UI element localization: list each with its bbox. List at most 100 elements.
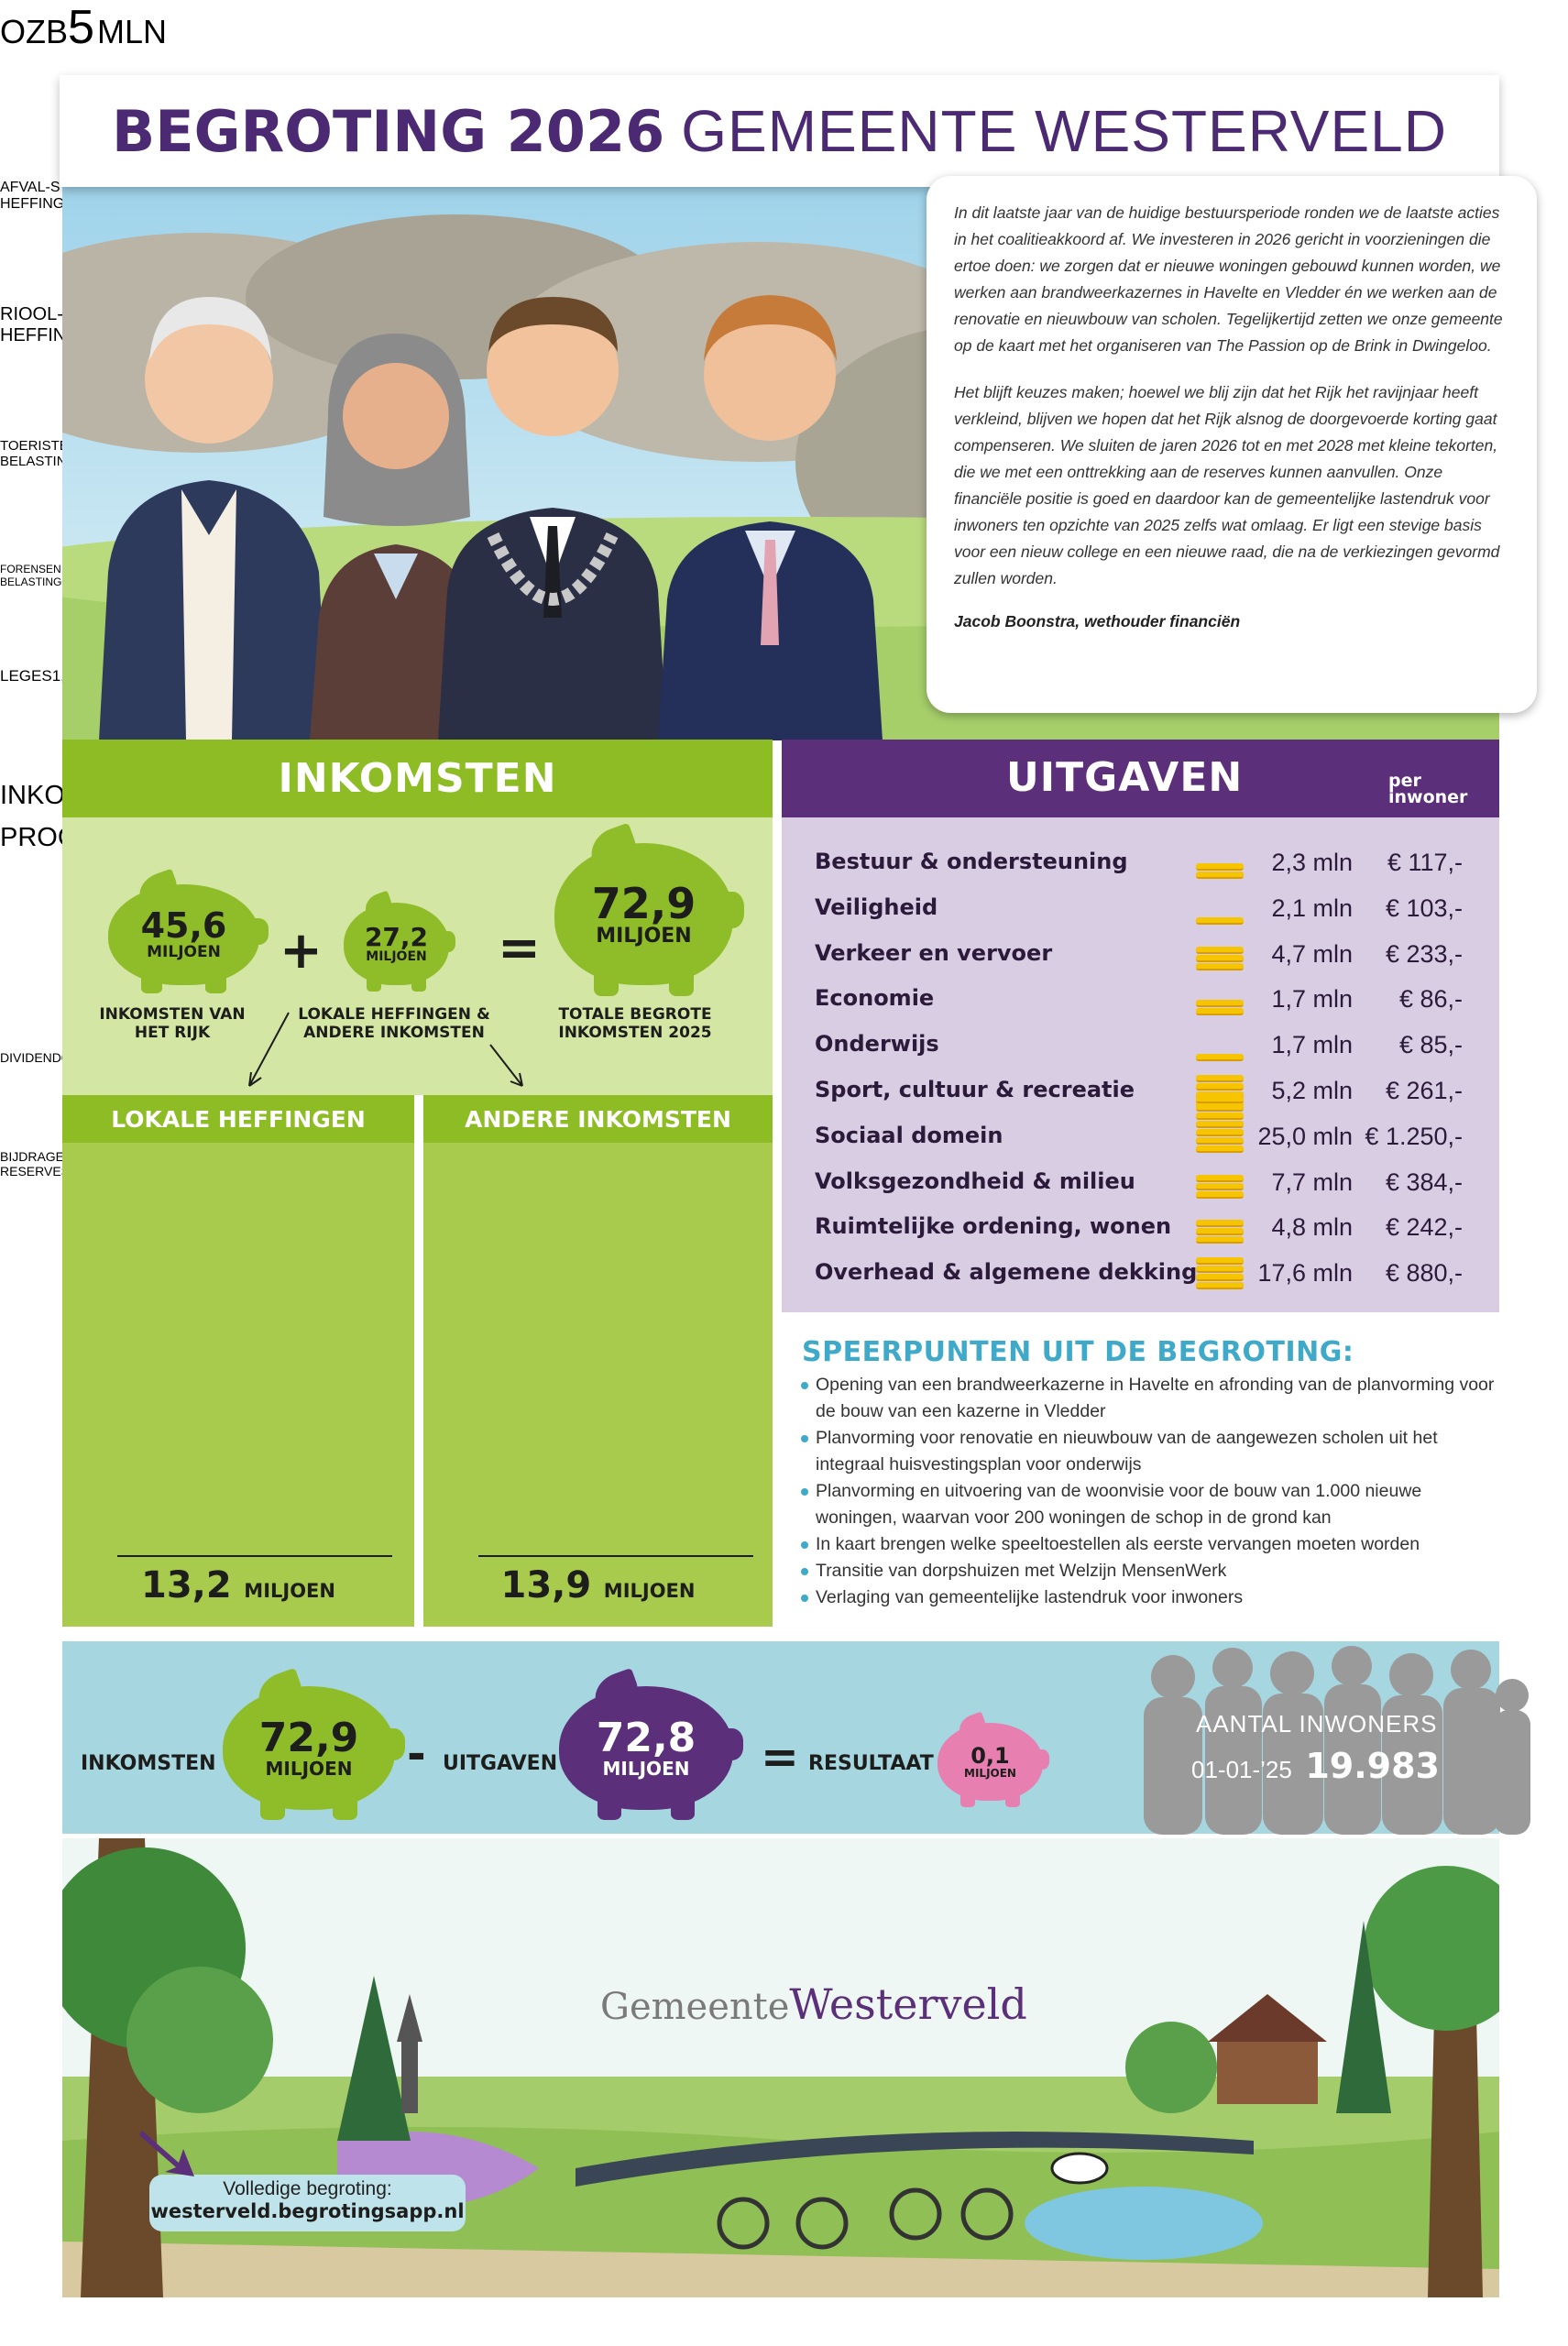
link-url[interactable]: westerveld.begrotingsapp.nl xyxy=(150,2200,465,2222)
resultaat-inkomsten-label: INKOMSTEN xyxy=(81,1752,216,1775)
header-bar: BEGROTING 2026 GEMEENTE WESTERVELD xyxy=(60,75,1499,187)
coin-layer xyxy=(1196,1236,1244,1244)
coin-layer xyxy=(1196,863,1244,871)
speerpunt: Verlaging van gemeentelijke lastendruk v… xyxy=(799,1584,1497,1611)
lokaal-label: LOKALE HEFFINGEN & ANDERE INKOMSTEN xyxy=(298,1005,490,1042)
speerpunt: Opening van een brandweerkazerne in Have… xyxy=(799,1372,1497,1425)
coin-layer xyxy=(1196,1257,1244,1266)
uitgaven-row: Sociaal domein 25,0 mln € 1.250,- xyxy=(782,1095,1499,1158)
row-per-inwoner: € 242,- xyxy=(1385,1213,1463,1242)
title-light: GEMEENTE WESTERVELD xyxy=(681,98,1447,164)
intro-card: In dit laatste jaar van de huidige bestu… xyxy=(927,176,1537,713)
uitgaven-row: Bestuur & ondersteuning 2,3 mln € 117,- xyxy=(782,839,1499,884)
resultaat-unit: MILJOEN xyxy=(964,1766,1016,1780)
coin-name: FORENSEN BELASTING xyxy=(0,563,62,588)
coin-stack xyxy=(1196,1095,1244,1153)
coin-layer xyxy=(1196,1128,1244,1136)
coin-layer xyxy=(1196,1095,1244,1103)
coin-stack xyxy=(1196,916,1244,925)
row-amount: 2,3 mln xyxy=(1271,849,1353,876)
uitgaven-row: Veiligheid 2,1 mln € 103,- xyxy=(782,885,1499,930)
row-name: Sport, cultuur & recreatie xyxy=(815,1077,1135,1102)
coin-name: DIVIDEND xyxy=(0,1050,61,1065)
row-amount: 17,6 mln xyxy=(1257,1259,1353,1288)
coin-value: 5 xyxy=(68,1,95,54)
uitgaven-row: Onderwijs 1,7 mln € 85,- xyxy=(782,1022,1499,1067)
lokale-header: LOKALE HEFFINGEN xyxy=(62,1095,414,1143)
uitgaven-header: UITGAVEN per inwoner xyxy=(782,740,1499,817)
row-amount: 1,7 mln xyxy=(1271,1031,1353,1059)
rijk-label: INKOMSTEN VAN HET RIJK xyxy=(99,1005,246,1042)
row-name: Onderwijs xyxy=(815,1031,939,1058)
andere-panel xyxy=(423,1095,773,1627)
resultaat-inkomsten-unit: MILJOEN xyxy=(265,1758,353,1781)
speerpunten-list: Opening van een brandweerkazerne in Have… xyxy=(799,1372,1497,1611)
lokale-total: 13,2 MILJOEN xyxy=(62,1564,414,1606)
total-rule xyxy=(478,1555,753,1557)
totaal-value: 72,9 xyxy=(591,878,696,928)
coin-layer xyxy=(1196,1008,1244,1016)
intro-paragraph: In dit laatste jaar van de huidige bestu… xyxy=(954,203,1503,355)
split-arrows xyxy=(248,1012,523,1087)
coin-layer xyxy=(1196,1228,1244,1236)
coin-layer xyxy=(1196,1075,1244,1082)
row-per-inwoner: € 85,- xyxy=(1398,1031,1463,1059)
uitgaven-row: Volksgezondheid & milieu 7,7 mln € 384,- xyxy=(782,1159,1499,1204)
pig-rijk: 45,6 MILJOEN xyxy=(108,868,269,993)
coin-layer xyxy=(1196,954,1244,962)
totaal-label: TOTALE BEGROTE INKOMSTEN 2025 xyxy=(558,1005,712,1042)
row-per-inwoner: € 1.250,- xyxy=(1365,1122,1463,1150)
intro-paragraph: Het blijft keuzes maken; hoewel we blij … xyxy=(954,383,1500,587)
speerpunt: Transitie van dorpshuizen met Welzijn Me… xyxy=(799,1558,1497,1584)
coin-layer xyxy=(1196,1054,1244,1062)
coin-layer xyxy=(1196,1103,1244,1112)
uitgaven-title: UITGAVEN xyxy=(1006,754,1244,801)
speerpunten-title: SPEERPUNTEN UIT DE BEGROTING: xyxy=(802,1336,1354,1368)
row-amount: 25,0 mln xyxy=(1257,1122,1353,1150)
lokaal-value: 27,2 xyxy=(364,921,429,952)
title-bold: BEGROTING 2026 xyxy=(112,97,665,165)
resultaat-uitgaven-unit: MILJOEN xyxy=(602,1758,690,1781)
coin-name: TOERISTEN-BELASTING xyxy=(0,438,83,469)
row-name: Economie xyxy=(815,985,935,1012)
coin-layer xyxy=(1196,1120,1244,1128)
resultaat-uitgaven-value: 72,8 xyxy=(596,1714,696,1761)
speerpunt: Planvorming en uitvoering van de woonvis… xyxy=(799,1478,1497,1531)
coin-layer xyxy=(1196,1112,1244,1120)
coin-layer xyxy=(1196,1282,1244,1290)
row-per-inwoner: € 880,- xyxy=(1385,1259,1463,1288)
coin-layer xyxy=(1196,1083,1244,1091)
coin-layer xyxy=(1196,1274,1244,1282)
pig-resultaat-uitgaven: 72,8 MILJOEN xyxy=(559,1667,744,1820)
row-per-inwoner: € 233,- xyxy=(1385,939,1463,968)
row-amount: 4,7 mln xyxy=(1271,939,1353,968)
coin-layer xyxy=(1196,1220,1244,1228)
illustration-landscape xyxy=(62,1838,1499,2297)
coin-layer xyxy=(1196,872,1244,879)
totaal-unit: MILJOEN xyxy=(596,925,692,948)
lokale-title: LOKALE HEFFINGEN xyxy=(111,1105,366,1133)
uitgaven-row: Sport, cultuur & recreatie 5,2 mln € 261,- xyxy=(782,1068,1499,1113)
row-per-inwoner: € 384,- xyxy=(1385,1168,1463,1196)
coin-stack xyxy=(1196,999,1244,1016)
coin-stack xyxy=(1196,1219,1244,1244)
coin-layer xyxy=(1196,1266,1244,1274)
equals-sign: = xyxy=(761,1730,799,1783)
inwoners-label: AANTAL INWONERS xyxy=(1196,1710,1438,1738)
link-label: Volledige begroting: xyxy=(223,2178,392,2199)
row-per-inwoner: € 117,- xyxy=(1387,849,1463,876)
inkomsten-header: INKOMSTEN xyxy=(62,740,773,817)
inwoners-value: 19.983 xyxy=(1305,1746,1440,1786)
equals-sign: = xyxy=(498,918,541,978)
andere-header: ANDERE INKOMSTEN xyxy=(423,1095,773,1143)
minus-sign: - xyxy=(407,1727,426,1781)
pig-lokaal: 27,2 MILJOEN xyxy=(344,890,455,992)
coin-layer xyxy=(1196,962,1244,970)
logo: GemeenteWesterveld xyxy=(600,1979,1027,2029)
coin-stack xyxy=(1196,1256,1244,1290)
lokaal-unit: MILJOEN xyxy=(366,949,427,965)
coin-stack xyxy=(1196,1053,1244,1062)
row-name: Ruimtelijke ordening, wonen xyxy=(815,1213,1172,1240)
resultaat-label: RESULTAAT xyxy=(808,1752,934,1775)
